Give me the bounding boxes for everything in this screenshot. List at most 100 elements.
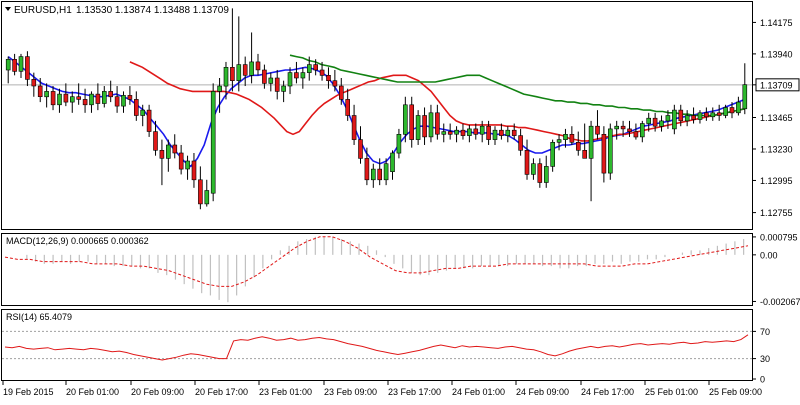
candle-body	[665, 115, 671, 122]
macd-signal-line	[4, 236, 749, 287]
candle-body	[575, 142, 581, 151]
candle-body	[422, 115, 427, 138]
rsi-axis: 70 30 0	[752, 327, 770, 385]
chart-header-symbol: EURUSD,H1	[14, 5, 72, 16]
candle	[441, 123, 447, 143]
candle	[556, 134, 562, 151]
candle	[569, 126, 575, 145]
candle	[575, 131, 581, 156]
candle-body	[82, 99, 88, 106]
candle-body	[338, 85, 344, 100]
candle-body	[614, 125, 620, 130]
candle-body	[620, 125, 626, 130]
candle-body	[550, 142, 556, 167]
macd-indicator	[4, 236, 749, 303]
candle	[140, 104, 145, 127]
candle-body	[159, 150, 165, 159]
macd-panel-title: MACD(12,26,9) 0.000665 0.000362	[6, 236, 149, 246]
macd-axis: 0.000795 0.00 -0.002067	[752, 232, 800, 307]
candle-body	[441, 131, 447, 135]
candle-body	[230, 67, 235, 82]
candle-body	[178, 152, 184, 170]
rsi-indicator	[2, 330, 752, 361]
candle-body	[511, 129, 517, 136]
candle	[210, 83, 216, 202]
candle-body	[729, 107, 735, 114]
candle-body	[672, 109, 677, 130]
candle	[185, 155, 190, 180]
candle-body	[556, 139, 562, 143]
candle-body	[691, 115, 696, 120]
candle	[639, 120, 645, 143]
candle-body	[377, 168, 383, 181]
candle	[582, 123, 588, 159]
rsi-tick-label: 70	[760, 327, 770, 337]
candle-body	[460, 129, 466, 136]
time-tick-label: 23 Feb 17:00	[388, 387, 441, 397]
candle	[550, 139, 556, 172]
candle	[338, 78, 344, 105]
candle	[479, 120, 485, 143]
candle	[50, 86, 56, 111]
candle	[358, 126, 363, 164]
candlesticks	[5, 8, 748, 210]
candle-body	[467, 128, 472, 136]
candle-body	[704, 112, 709, 118]
candle-body	[281, 85, 286, 92]
candle-body	[345, 99, 351, 116]
candle-body	[95, 93, 101, 104]
price-tick-label: 1.12995	[760, 176, 793, 186]
candle	[505, 126, 511, 143]
candle-body	[76, 96, 81, 100]
candle	[716, 104, 722, 121]
candle	[306, 56, 312, 81]
candle	[537, 158, 543, 188]
candle	[607, 123, 613, 180]
candle	[262, 64, 267, 89]
candle	[178, 144, 184, 175]
candle-body	[114, 96, 120, 107]
candle-body	[396, 134, 402, 154]
candle	[44, 83, 49, 108]
candle	[255, 53, 261, 76]
candle-body	[121, 95, 126, 107]
candle-body	[326, 75, 331, 82]
candle-body	[358, 139, 363, 159]
candle	[543, 155, 549, 188]
candle-body	[716, 112, 722, 116]
candle-body	[531, 163, 536, 175]
dropdown-triangle-icon[interactable]	[5, 7, 11, 11]
price-tick-label: 1.13940	[760, 49, 793, 59]
candle-body	[543, 166, 549, 183]
candle	[467, 124, 472, 143]
candle	[377, 158, 383, 186]
candle-body	[652, 117, 658, 127]
macd-tick-label: -0.002067	[760, 297, 800, 307]
candle	[531, 158, 536, 180]
candle	[191, 153, 197, 188]
time-tick-label: 23 Feb 09:00	[324, 387, 377, 397]
candle-body	[409, 104, 415, 140]
candle	[76, 83, 81, 105]
candle	[672, 104, 677, 135]
candle	[326, 67, 331, 89]
candle-body	[447, 131, 453, 135]
candle	[595, 110, 600, 140]
candle-body	[12, 58, 17, 72]
candle-body	[659, 120, 664, 127]
candle	[499, 123, 504, 140]
price-tick-label: 1.13230	[760, 144, 793, 154]
candle-body	[499, 129, 504, 136]
candle	[652, 112, 658, 132]
candle-body	[89, 93, 94, 106]
rsi-panel-title: RSI(14) 65.4079	[6, 312, 72, 322]
candle-body	[262, 69, 267, 84]
candle	[159, 139, 165, 186]
candle-body	[364, 158, 370, 181]
candle	[5, 56, 11, 84]
candle	[114, 86, 120, 113]
candle	[678, 104, 684, 127]
candle-body	[102, 91, 107, 104]
candle	[236, 16, 242, 92]
